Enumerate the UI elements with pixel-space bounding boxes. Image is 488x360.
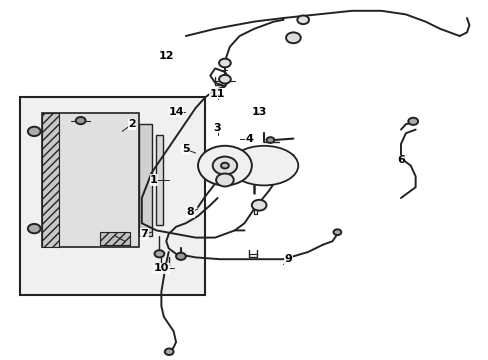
Bar xyxy=(139,124,151,236)
Text: 10: 10 xyxy=(153,263,169,273)
Ellipse shape xyxy=(229,146,298,185)
Circle shape xyxy=(266,137,274,143)
Bar xyxy=(100,232,129,245)
Text: 12: 12 xyxy=(158,51,174,61)
Bar xyxy=(20,97,205,295)
Text: 9: 9 xyxy=(284,254,292,264)
Text: 5: 5 xyxy=(182,144,189,154)
Text: 1: 1 xyxy=(150,175,158,185)
Circle shape xyxy=(28,127,41,136)
Circle shape xyxy=(297,15,308,24)
Circle shape xyxy=(251,200,266,211)
Bar xyxy=(41,113,139,247)
Circle shape xyxy=(221,163,228,168)
Text: 7: 7 xyxy=(140,229,148,239)
Circle shape xyxy=(76,117,85,124)
Circle shape xyxy=(176,253,185,260)
Text: 8: 8 xyxy=(186,207,194,217)
Text: 11: 11 xyxy=(209,89,225,99)
Circle shape xyxy=(407,118,417,125)
Circle shape xyxy=(154,250,164,257)
Circle shape xyxy=(219,59,230,67)
Bar xyxy=(155,135,163,225)
Bar xyxy=(41,113,59,247)
Text: 4: 4 xyxy=(245,134,253,144)
Text: 2: 2 xyxy=(128,119,136,129)
Circle shape xyxy=(216,174,233,186)
Circle shape xyxy=(212,157,237,175)
Circle shape xyxy=(164,348,173,355)
Circle shape xyxy=(28,224,41,233)
Text: 6: 6 xyxy=(396,155,404,165)
Text: 3: 3 xyxy=(213,123,221,133)
Circle shape xyxy=(285,32,300,43)
Text: 13: 13 xyxy=(251,107,266,117)
Circle shape xyxy=(333,229,341,235)
Circle shape xyxy=(219,75,230,84)
Circle shape xyxy=(198,146,251,185)
Text: 14: 14 xyxy=(168,107,183,117)
